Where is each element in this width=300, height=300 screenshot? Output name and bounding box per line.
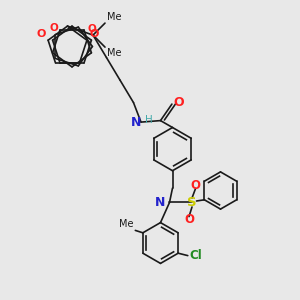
Text: H: H bbox=[145, 115, 152, 125]
Text: O: O bbox=[88, 24, 96, 34]
Text: S: S bbox=[187, 196, 197, 209]
Text: O: O bbox=[184, 213, 194, 226]
Text: O: O bbox=[174, 96, 184, 109]
Text: O: O bbox=[89, 29, 98, 39]
Text: Cl: Cl bbox=[189, 249, 202, 262]
Text: Me: Me bbox=[106, 12, 121, 22]
Text: N: N bbox=[130, 116, 141, 129]
Text: O: O bbox=[190, 178, 201, 192]
Text: O: O bbox=[50, 23, 58, 33]
Text: O: O bbox=[37, 29, 46, 39]
Text: Me: Me bbox=[106, 48, 121, 58]
Text: N: N bbox=[155, 196, 166, 209]
Text: Me: Me bbox=[119, 220, 134, 230]
